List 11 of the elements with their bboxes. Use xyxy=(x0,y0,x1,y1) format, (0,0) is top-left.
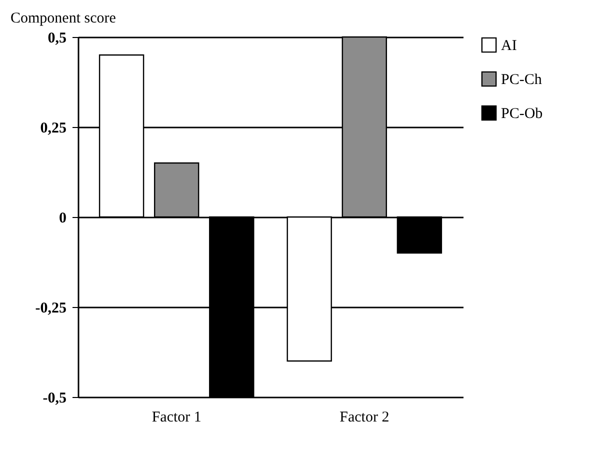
legend-label: AI xyxy=(501,38,517,54)
y-axis-title: Component score xyxy=(10,10,116,26)
y-tick-label: -0,25 xyxy=(35,300,66,316)
x-tick-label: Factor 2 xyxy=(340,410,390,426)
legend-label: PC-Ob xyxy=(501,106,543,122)
legend-label: PC-Ch xyxy=(501,72,542,88)
x-tick-label: Factor 1 xyxy=(152,410,202,426)
y-tick-label: 0 xyxy=(59,210,66,226)
y-tick-label: 0,5 xyxy=(48,30,66,46)
y-tick-label: 0,25 xyxy=(40,120,66,136)
y-tick-label: -0,5 xyxy=(42,390,66,406)
